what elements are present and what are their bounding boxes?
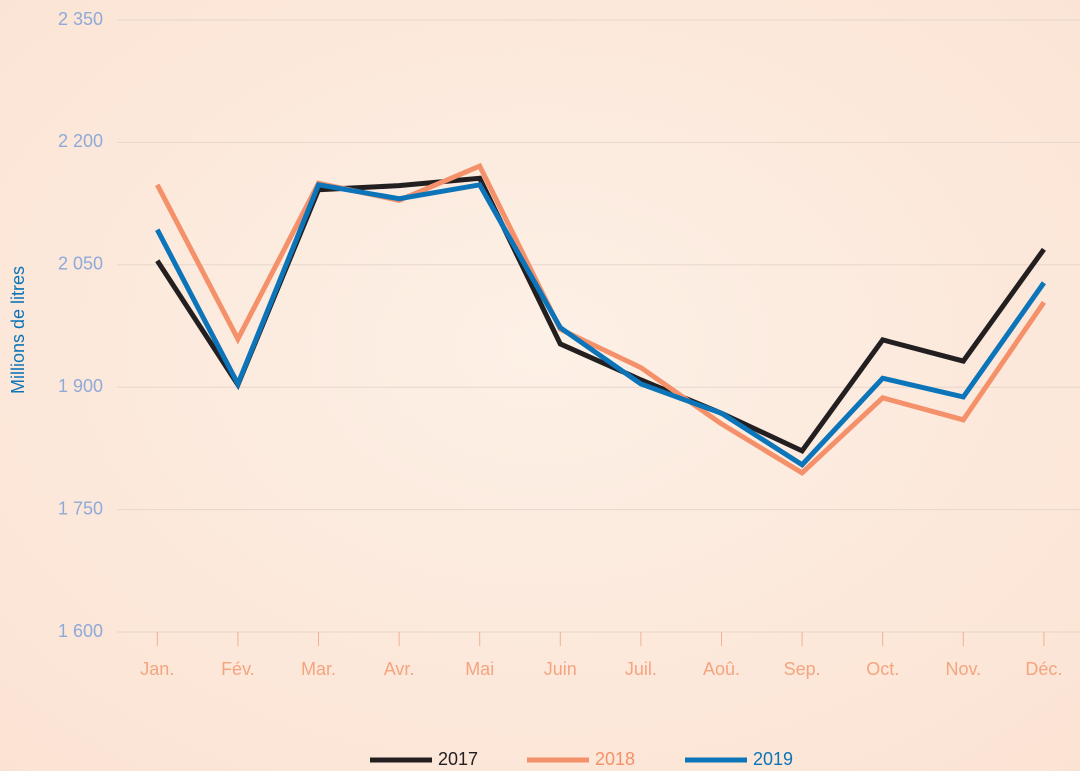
x-tick-label: Mai — [465, 659, 494, 679]
y-tick-label: 1 600 — [58, 621, 103, 641]
x-tick-label: Aoû. — [703, 659, 740, 679]
y-tick-label: 1 750 — [58, 498, 103, 518]
x-tick-label: Avr. — [384, 659, 415, 679]
y-tick-label: 2 200 — [58, 131, 103, 151]
x-tick-label: Déc. — [1025, 659, 1062, 679]
legend-label: 2017 — [438, 749, 478, 769]
series-line — [155, 182, 1046, 468]
x-tick-label: Juin — [544, 659, 577, 679]
legend-label: 2019 — [753, 749, 793, 769]
y-tick-label: 1 900 — [58, 376, 103, 396]
x-tick-label: Sep. — [784, 659, 821, 679]
series-line — [155, 162, 1046, 476]
y-tick-label: 2 050 — [58, 254, 103, 274]
x-tick-label: Oct. — [866, 659, 899, 679]
x-tick-label: Fév. — [221, 659, 255, 679]
x-tick-label: Juil. — [625, 659, 657, 679]
y-tick-label: 2 350 — [58, 9, 103, 29]
x-tick-label: Mar. — [301, 659, 336, 679]
x-tick-label: Jan. — [140, 659, 174, 679]
x-tick-label: Nov. — [945, 659, 981, 679]
legend-label: 2018 — [595, 749, 635, 769]
y-axis-label: Millions de litres — [8, 266, 28, 394]
